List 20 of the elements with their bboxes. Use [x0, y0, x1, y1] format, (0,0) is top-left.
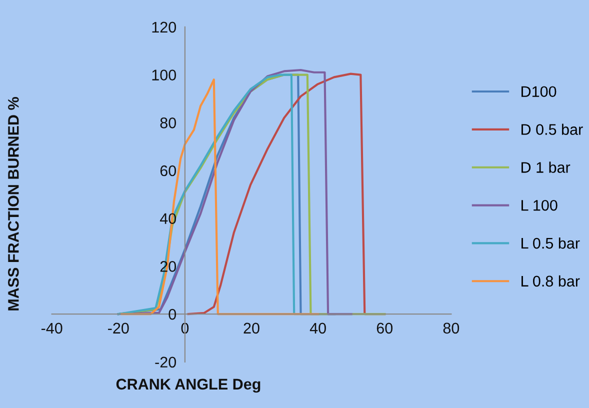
x-axis-title: CRANK ANGLE Deg	[116, 378, 260, 393]
x-tick-label: -40	[41, 322, 62, 334]
y-tick-label: 0	[168, 308, 176, 320]
x-tick-label: -20	[108, 322, 129, 334]
y-tick-label: 60	[160, 165, 176, 176]
y-tick-label: 100	[152, 70, 176, 80]
x-tick-label: 80	[443, 322, 460, 334]
legend-label: L 0.5 bar	[522, 237, 580, 249]
y-tick-label: -20	[155, 356, 176, 368]
x-tick-label: 20	[244, 322, 260, 334]
x-tick-label: 40	[310, 322, 326, 334]
x-tick-label: 60	[376, 322, 393, 334]
legend-label: L 100	[522, 200, 558, 211]
legend-label: L 0.8 bar	[522, 275, 580, 287]
legend-label: D 1 bar	[522, 162, 570, 173]
y-axis-title: MASS FRACTION BURNED %	[8, 97, 19, 310]
y-tick-label: 120	[152, 22, 176, 33]
legend-label: D 0.5 bar	[522, 124, 583, 135]
y-tick-label: 80	[160, 118, 176, 128]
legend-label: D100	[522, 86, 556, 98]
